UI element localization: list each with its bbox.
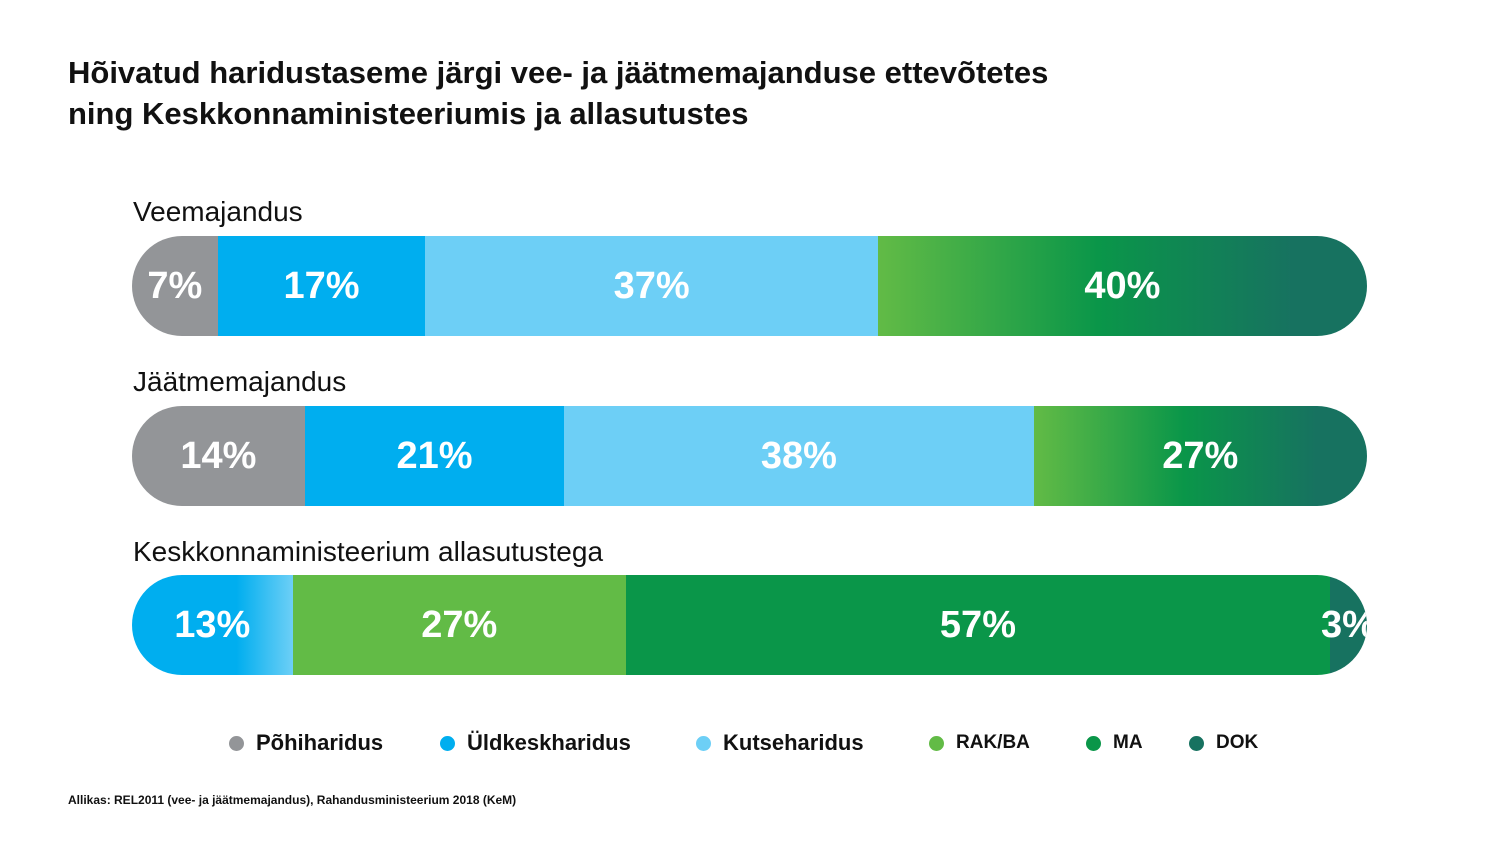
- legend-item-ma: MA: [1086, 732, 1143, 754]
- data-label: 21%: [396, 434, 473, 477]
- bar-segment: 7%: [132, 236, 218, 336]
- data-label: 13%: [174, 603, 251, 646]
- bar-segment: 37%: [425, 236, 878, 336]
- bar-segment: 57%: [625, 575, 1330, 675]
- legend-item-uldkeskharidus: Üldkeskharidus: [440, 730, 631, 756]
- bar-segment: 27%: [1033, 406, 1367, 506]
- legend-label-dok: DOK: [1216, 732, 1259, 753]
- chart-title: Hõivatud haridustaseme järgi vee- ja jää…: [68, 52, 1368, 134]
- bar-label-veemajandus: Veemajandus: [133, 196, 303, 227]
- data-label: 57%: [939, 603, 1016, 646]
- legend-dot-ma: [1086, 735, 1101, 751]
- data-label: 40%: [1084, 264, 1161, 307]
- legend-label-pohiharidus: Põhiharidus: [256, 730, 384, 755]
- legend-dot-pohiharidus: [229, 735, 244, 751]
- data-label: 27%: [421, 603, 498, 646]
- data-label: 14%: [180, 434, 257, 477]
- legend-label-rak-ba: RAK/BA: [956, 732, 1030, 753]
- data-label: 17%: [283, 264, 360, 307]
- bar-label-jaatmemajandus: Jäätmemajandus: [133, 366, 347, 397]
- bar-jaatmemajandus: 14% 21% 38% 27%: [132, 406, 1367, 506]
- legend-item-rak-ba: RAK/BA: [929, 732, 1030, 754]
- legend-label-kutseharidus: Kutseharidus: [723, 730, 864, 755]
- source-note: Allikas: REL2011 (vee- ja jäätmemajandus…: [68, 793, 517, 807]
- legend-dot-uldkeskharidus: [440, 735, 455, 751]
- bar-segment: 14%: [132, 406, 305, 506]
- bar-segment: 40%: [877, 236, 1367, 336]
- bar-segment: 27%: [292, 575, 626, 675]
- legend-item-pohiharidus: Põhiharidus: [229, 730, 383, 756]
- bar-segment: 13%: [132, 575, 293, 675]
- data-label: 38%: [760, 434, 837, 477]
- data-label: 27%: [1162, 434, 1239, 477]
- legend-item-dok: DOK: [1189, 732, 1258, 754]
- data-label: 3%: [1320, 603, 1367, 646]
- bar-keskkonnaministeerium: 13% 27% 57% 3%: [132, 575, 1367, 675]
- legend-dot-rak-ba: [929, 735, 944, 751]
- legend-item-kutseharidus: Kutseharidus: [696, 730, 864, 756]
- legend-label-uldkeskharidus: Üldkeskharidus: [467, 730, 631, 755]
- chart-title-line-2: ning Keskkonnaministeeriumis ja allasutu…: [68, 96, 749, 131]
- data-label: 37%: [613, 264, 690, 307]
- bar-veemajandus: 7% 17% 37% 40%: [132, 236, 1367, 336]
- legend-dot-kutseharidus: [696, 735, 711, 751]
- bar-label-keskkonnaministeerium: Keskkonnaministeerium allasutustega: [133, 536, 604, 567]
- legend-label-ma: MA: [1113, 732, 1143, 753]
- bar-segment: 17%: [217, 236, 426, 336]
- bar-segment: 21%: [304, 406, 565, 506]
- chart-title-line-1: Hõivatud haridustaseme järgi vee- ja jää…: [68, 55, 1049, 90]
- bar-segment: 3%: [1321, 575, 1367, 675]
- data-label: 7%: [147, 264, 203, 307]
- legend-dot-dok: [1189, 735, 1204, 751]
- bar-segment: 38%: [564, 406, 1034, 506]
